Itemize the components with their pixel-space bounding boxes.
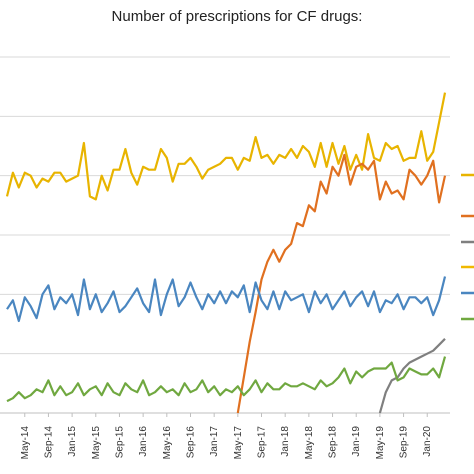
series-line-6 <box>6 356 447 403</box>
x-tick-label: Jan-19 <box>351 426 362 457</box>
series-line-5 <box>6 276 447 323</box>
x-tick-label: May-19 <box>375 426 386 460</box>
series-line-2 <box>236 153 447 414</box>
x-tick-label: Jan-15 <box>67 426 78 457</box>
series-line-1 <box>5 92 447 201</box>
x-tick-label: May-17 <box>233 426 244 460</box>
x-tick-label: Jan-17 <box>209 426 220 457</box>
x-tick-label: Sep-16 <box>185 426 196 459</box>
x-tick-label: Sep-17 <box>257 426 268 459</box>
x-tick-label: May-18 <box>304 426 315 460</box>
x-tick-label: May-15 <box>91 426 102 460</box>
x-tick-label: May-16 <box>162 426 173 460</box>
x-tick-label: Sep-14 <box>43 426 54 459</box>
x-tick-label: Jan-16 <box>138 426 149 457</box>
chart-title: Number of prescriptions for CF drugs: <box>111 8 363 25</box>
series-line-3 <box>378 338 446 414</box>
x-tick-label: Sep-19 <box>399 426 410 459</box>
x-tick-label: Jan-20 <box>422 426 433 457</box>
x-tick-label: Sep-15 <box>114 426 125 459</box>
x-tick-label: Jan-18 <box>280 426 291 457</box>
x-tick-label: Sep-18 <box>328 426 339 459</box>
x-tick-label: May-14 <box>20 426 31 460</box>
